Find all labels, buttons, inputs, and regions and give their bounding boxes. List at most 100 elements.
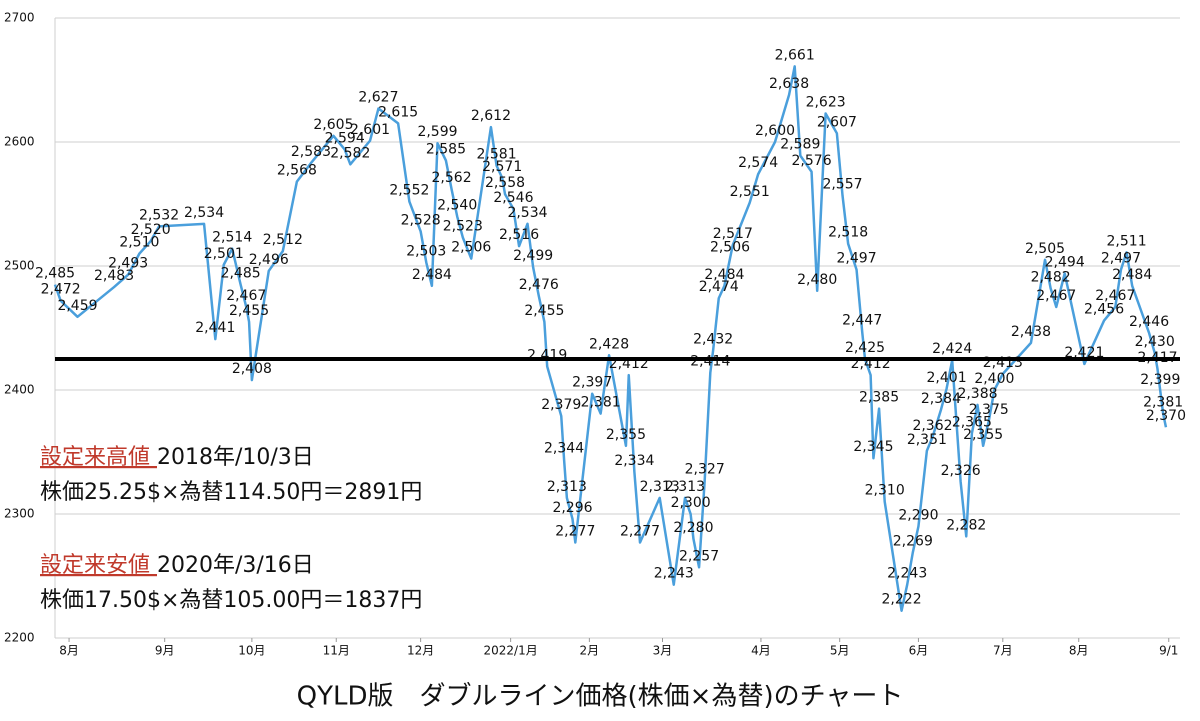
- data-label: 2,381: [1143, 395, 1183, 411]
- data-label: 2,576: [792, 153, 832, 169]
- x-tick-label: 10月: [238, 644, 265, 658]
- data-label: 2,425: [845, 340, 885, 356]
- data-label: 2,430: [1135, 334, 1175, 350]
- annotation: 設定来高値 2018年/10/3日: [40, 445, 314, 470]
- data-label: 2,615: [378, 104, 418, 120]
- data-label: 2,384: [921, 391, 961, 407]
- data-label: 2,388: [957, 386, 997, 402]
- data-label: 2,514: [212, 230, 252, 246]
- x-tick-label: 2022/1月: [484, 644, 538, 658]
- data-label: 2,505: [1025, 241, 1065, 257]
- data-label: 2,501: [204, 246, 244, 262]
- data-label: 2,623: [806, 94, 846, 110]
- data-label: 2,290: [898, 507, 938, 523]
- data-label: 2,599: [417, 124, 457, 140]
- data-label: 2,534: [507, 205, 547, 221]
- annotation: 設定来安値 2020年/3/16日: [40, 553, 314, 578]
- data-label: 2,496: [249, 252, 289, 268]
- data-label: 2,551: [730, 184, 770, 200]
- y-tick-label: 2500: [4, 259, 35, 273]
- data-label: 2,594: [325, 130, 365, 146]
- x-tick-label: 7月: [993, 644, 1013, 658]
- data-label: 2,419: [527, 347, 567, 363]
- data-label: 2,638: [769, 76, 809, 92]
- data-label: 2,562: [432, 170, 472, 186]
- data-label: 2,446: [1129, 314, 1169, 330]
- x-tick-label: 12月: [407, 644, 434, 658]
- data-label: 2,362: [912, 418, 952, 434]
- data-label: 2,313: [640, 479, 680, 495]
- data-label: 2,282: [946, 517, 986, 533]
- data-label: 2,459: [57, 298, 97, 314]
- data-label: 2,484: [704, 267, 744, 283]
- data-label: 2,520: [131, 222, 171, 238]
- data-label: 2,277: [620, 524, 660, 540]
- data-label: 2,243: [654, 566, 694, 582]
- data-label: 2,467: [226, 288, 266, 304]
- annotation: 株価17.50$×為替105.00円＝1837円: [40, 588, 422, 613]
- data-label: 2,497: [1101, 251, 1141, 267]
- data-label: 2,484: [412, 267, 452, 283]
- price-line: [53, 65, 1168, 612]
- data-label: 2,485: [35, 266, 75, 282]
- data-label: 2,467: [1036, 288, 1076, 304]
- data-label: 2,568: [277, 163, 317, 179]
- data-label: 2,494: [1045, 254, 1085, 270]
- y-tick-label: 2700: [4, 11, 35, 25]
- data-label: 2,512: [263, 232, 303, 248]
- data-label: 2,432: [693, 331, 733, 347]
- data-label: 2,313: [547, 479, 587, 495]
- data-label: 2,280: [673, 520, 713, 536]
- data-label: 2,344: [544, 440, 584, 456]
- annotation-highlight: 設定来高値: [40, 445, 157, 470]
- data-label: 2,476: [519, 277, 559, 293]
- data-label: 2,571: [482, 159, 522, 175]
- data-label: 2,601: [350, 122, 390, 138]
- data-label: 2,365: [952, 414, 992, 430]
- y-tick-label: 2200: [4, 631, 35, 645]
- y-tick-label: 2600: [4, 135, 35, 149]
- annotation-text: 株価25.25$×為替114.50円＝2891円: [40, 480, 422, 505]
- annotation-text: 2018年/10/3日: [157, 445, 314, 470]
- data-label: 2,583: [291, 144, 331, 160]
- data-label: 2,355: [606, 427, 646, 443]
- data-label: 2,334: [614, 453, 654, 469]
- data-label: 2,484: [1112, 267, 1152, 283]
- data-label: 2,455: [229, 303, 269, 319]
- data-label: 2,523: [443, 218, 483, 234]
- data-label: 2,257: [679, 548, 719, 564]
- data-label: 2,408: [232, 361, 272, 377]
- data-label: 2,627: [358, 90, 398, 106]
- data-label: 2,499: [513, 248, 553, 264]
- data-label: 2,456: [1084, 302, 1124, 318]
- data-label: 2,310: [865, 483, 905, 499]
- data-label: 2,482: [1031, 269, 1071, 285]
- data-label: 2,506: [451, 240, 491, 256]
- data-label: 2,511: [1107, 233, 1147, 249]
- data-label: 2,397: [572, 375, 612, 391]
- data-label: 2,399: [1140, 372, 1180, 388]
- data-label: 2,546: [493, 190, 533, 206]
- data-label: 2,503: [406, 243, 446, 259]
- data-label: 2,222: [882, 592, 922, 608]
- y-tick-label: 2400: [4, 383, 35, 397]
- data-label: 2,661: [775, 47, 815, 63]
- data-label: 2,355: [963, 427, 1003, 443]
- x-tick-label: 9月: [155, 644, 175, 658]
- data-label: 2,472: [41, 282, 81, 298]
- data-label: 2,269: [893, 533, 933, 549]
- data-label: 2,605: [313, 117, 353, 133]
- data-label: 2,534: [184, 205, 224, 221]
- data-label: 2,455: [524, 303, 564, 319]
- data-label: 2,607: [817, 114, 857, 130]
- data-label: 2,296: [552, 500, 592, 516]
- data-label: 2,401: [927, 370, 967, 386]
- x-tick-label: 11月: [323, 644, 350, 658]
- data-label: 2,428: [589, 336, 629, 352]
- x-tick-label: 4月: [751, 644, 771, 658]
- data-label: 2,574: [738, 155, 778, 171]
- data-label: 2,552: [389, 183, 429, 199]
- annotation: 株価25.25$×為替114.50円＝2891円: [40, 480, 422, 505]
- data-label: 2,510: [119, 235, 159, 251]
- data-label: 2,480: [797, 272, 837, 288]
